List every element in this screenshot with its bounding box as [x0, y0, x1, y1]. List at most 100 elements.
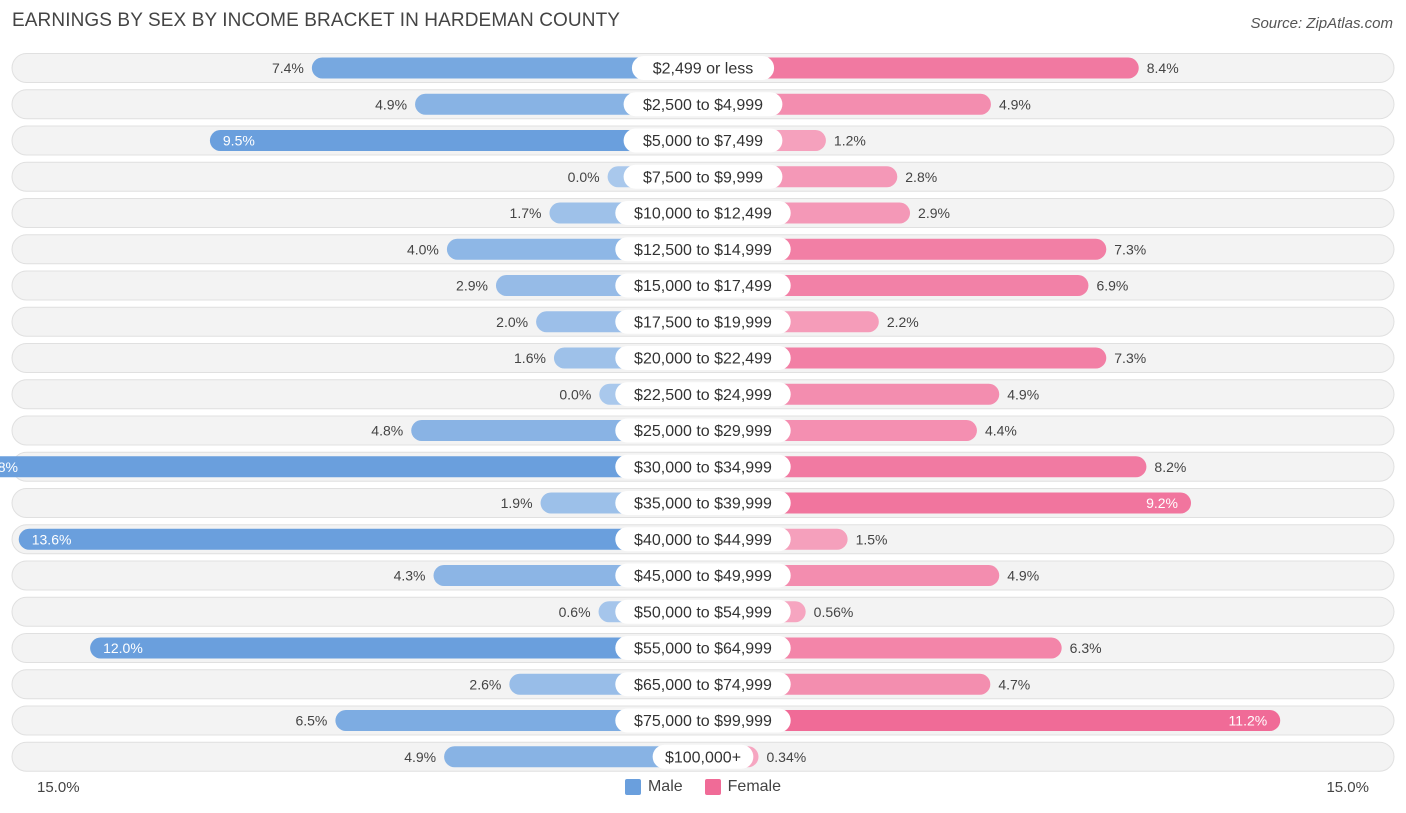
legend-swatch-female — [704, 779, 721, 795]
value-label-male: 2.6% — [469, 676, 501, 692]
legend-swatch-male — [624, 779, 641, 795]
category-label-bg — [615, 201, 791, 225]
value-label-male: 2.9% — [456, 278, 488, 294]
category-label: $22,500 to $24,999 — [634, 387, 772, 404]
bar-male — [444, 746, 703, 768]
axis-right-label: 15.0% — [1326, 779, 1369, 796]
value-label-female: 2.9% — [918, 205, 950, 221]
value-label-male: 7.4% — [272, 60, 304, 76]
category-label-bg — [652, 744, 754, 769]
category-label: $30,000 to $34,999 — [634, 459, 772, 476]
bar-male — [209, 130, 703, 151]
value-label-female: 4.9% — [1007, 386, 1039, 402]
category-label: $55,000 to $64,999 — [634, 641, 772, 658]
value-label-male: 4.9% — [404, 749, 436, 765]
bar-male — [335, 710, 703, 731]
category-label-bg — [615, 346, 791, 370]
category-label: $2,499 or less — [653, 61, 754, 78]
bar-female — [703, 456, 1147, 478]
category-label: $40,000 to $44,999 — [634, 532, 772, 549]
legend: Male Female — [0, 778, 1406, 796]
legend-item-male[interactable]: Male — [624, 778, 683, 796]
value-label-female: 2.2% — [887, 314, 919, 330]
value-label-male: 4.0% — [407, 241, 439, 257]
value-label-female: 7.3% — [1114, 241, 1146, 257]
bar-male — [0, 456, 703, 478]
value-label-male: 9.5% — [223, 133, 255, 149]
category-label-bg — [631, 56, 775, 80]
category-label-bg — [615, 672, 791, 697]
value-label-female: 7.3% — [1114, 350, 1146, 366]
category-label-bg — [615, 527, 791, 552]
value-label-male: 0.6% — [559, 604, 591, 620]
bar-female — [703, 492, 1192, 514]
category-label: $12,500 to $14,999 — [634, 242, 772, 259]
value-label-male: 0.0% — [568, 169, 600, 185]
category-label-bg — [615, 636, 791, 660]
category-label-bg — [615, 563, 791, 588]
category-label-bg — [615, 273, 791, 298]
value-label-female: 1.5% — [856, 531, 888, 547]
value-label-female: 4.4% — [985, 423, 1017, 439]
value-label-female: 6.9% — [1096, 278, 1128, 294]
category-label: $5,000 to $7,499 — [643, 133, 763, 150]
category-label-bg — [615, 454, 791, 479]
legend-label-male: Male — [647, 778, 683, 795]
legend-item-female[interactable]: Female — [704, 778, 782, 796]
bar-male — [18, 528, 704, 550]
chart-source: Source: ZipAtlas.com — [1250, 15, 1393, 32]
category-label-bg — [615, 599, 791, 624]
value-label-female: 0.56% — [814, 604, 854, 620]
value-label-male: 13.6% — [32, 531, 72, 547]
axis-left-label: 15.0% — [37, 779, 80, 796]
value-label-male: 2.0% — [496, 314, 528, 330]
category-label-bg — [615, 491, 791, 515]
bar-female — [703, 347, 1107, 369]
value-label-female: 8.4% — [1147, 60, 1179, 76]
category-label-bg — [615, 418, 791, 443]
legend-label-female: Female — [727, 778, 782, 795]
value-label-male: 4.9% — [375, 96, 407, 112]
value-label-female: 0.34% — [767, 749, 807, 765]
value-label-female: 8.2% — [1154, 459, 1186, 475]
category-label: $75,000 to $99,999 — [634, 713, 772, 730]
category-label-bg — [615, 708, 791, 733]
value-label-female: 6.3% — [1070, 640, 1102, 656]
category-label: $2,500 to $4,999 — [643, 97, 763, 114]
bar-male — [311, 57, 703, 79]
category-label: $15,000 to $17,499 — [634, 278, 772, 295]
category-label: $35,000 to $39,999 — [634, 496, 772, 513]
bar-female — [703, 57, 1139, 79]
value-label-female: 9.2% — [1146, 495, 1178, 511]
value-label-male: 1.7% — [510, 205, 542, 221]
category-label-bg — [615, 382, 791, 407]
value-label-female: 2.8% — [905, 169, 937, 185]
bar-female — [703, 238, 1107, 260]
value-label-male: 6.5% — [295, 713, 327, 729]
value-label-female: 4.9% — [1007, 568, 1039, 584]
bar-female — [703, 710, 1281, 731]
value-label-female: 1.2% — [834, 133, 866, 149]
bar-female — [703, 637, 1062, 659]
category-label: $45,000 to $49,999 — [634, 568, 772, 585]
category-label: $20,000 to $22,499 — [634, 351, 772, 368]
category-label-bg — [623, 128, 783, 153]
category-label: $100,000+ — [665, 749, 741, 766]
bar-female — [703, 275, 1089, 296]
category-label: $10,000 to $12,499 — [634, 206, 772, 223]
bar-male — [90, 637, 704, 659]
value-label-female: 11.2% — [1229, 713, 1268, 729]
category-label: $17,500 to $19,999 — [634, 314, 772, 331]
value-label-female: 4.7% — [998, 676, 1030, 692]
category-label-bg — [623, 92, 783, 117]
category-label-bg — [615, 309, 791, 334]
category-label: $7,500 to $9,999 — [643, 169, 763, 186]
value-label-female: 4.9% — [999, 96, 1031, 112]
value-label-male: 0.0% — [559, 386, 591, 402]
value-label-male: 12.0% — [103, 640, 143, 656]
chart-plot: $2,499 or less 7.4% 8.4% $2,500 to $4,999 4.… — [0, 53, 1395, 772]
value-label-male: 14.8% — [0, 459, 18, 475]
value-label-male: 4.3% — [394, 568, 426, 584]
category-label: $50,000 to $54,999 — [634, 604, 772, 621]
chart-title: EARNINGS BY SEX BY INCOME BRACKET IN HAR… — [12, 10, 621, 31]
